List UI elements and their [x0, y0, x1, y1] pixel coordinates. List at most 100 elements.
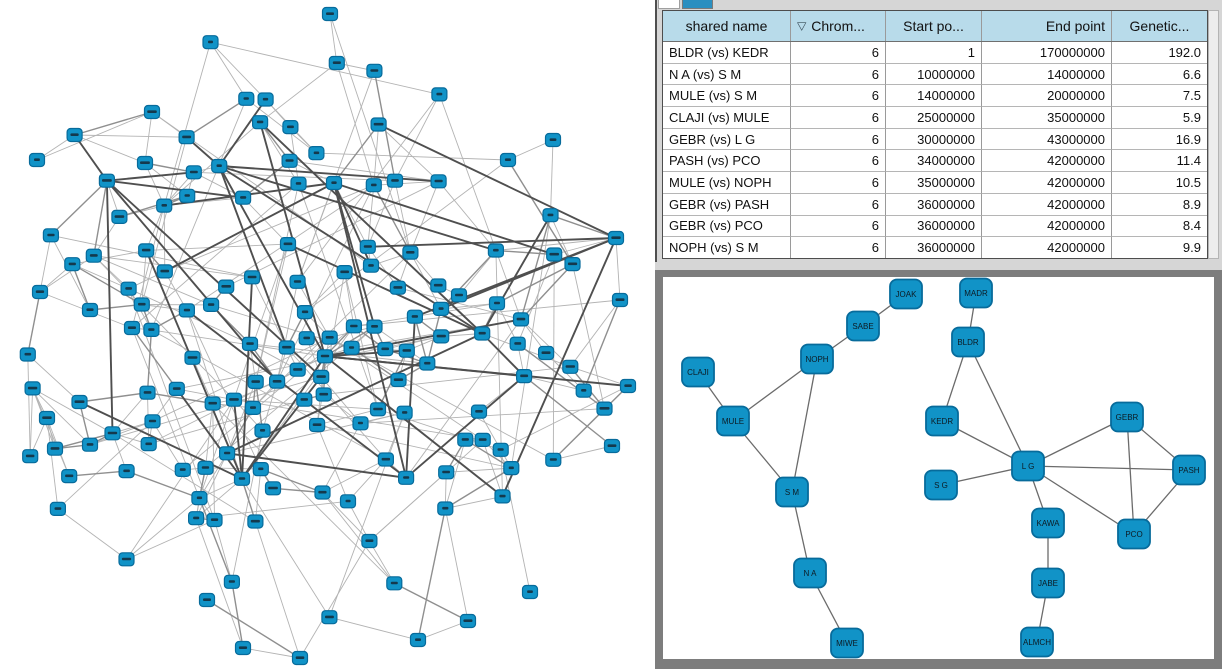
dense-node[interactable]: [503, 461, 520, 476]
node-NOPH[interactable]: NOPH: [800, 343, 834, 375]
dense-node[interactable]: [188, 511, 205, 526]
dense-node[interactable]: [136, 155, 154, 171]
dense-node[interactable]: [64, 257, 81, 272]
dense-node[interactable]: [133, 297, 150, 312]
column-header-chrom---[interactable]: ▽ Chrom...: [791, 11, 886, 41]
dense-node[interactable]: [474, 326, 491, 341]
dense-node[interactable]: [247, 514, 264, 529]
dense-node[interactable]: [474, 432, 491, 447]
dense-node[interactable]: [607, 230, 625, 246]
dense-node[interactable]: [321, 6, 339, 22]
dense-node[interactable]: [118, 464, 135, 479]
dense-node[interactable]: [197, 460, 214, 475]
dense-node[interactable]: [289, 274, 306, 289]
table-cell[interactable]: GEBR (vs) PASH: [663, 193, 791, 216]
dense-node[interactable]: [433, 329, 450, 344]
dense-node[interactable]: [390, 372, 407, 388]
dense-node[interactable]: [244, 270, 261, 285]
dense-node[interactable]: [71, 394, 88, 410]
dense-node[interactable]: [512, 312, 530, 327]
table-cell[interactable]: 42000000: [982, 215, 1112, 238]
dense-node[interactable]: [123, 320, 141, 336]
dense-node[interactable]: [66, 127, 83, 143]
node-SM[interactable]: S M: [775, 476, 809, 508]
table-cell[interactable]: 10000000: [886, 63, 982, 86]
dense-node[interactable]: [28, 152, 46, 168]
dense-node[interactable]: [339, 494, 357, 509]
dense-node[interactable]: [431, 87, 448, 102]
table-cell[interactable]: BLDR (vs) KEDR: [663, 42, 791, 64]
dense-node[interactable]: [366, 63, 383, 78]
dense-node[interactable]: [537, 345, 555, 361]
table-cell[interactable]: 35000000: [886, 172, 982, 194]
node-LG[interactable]: L G: [1011, 450, 1045, 482]
dense-node[interactable]: [296, 392, 313, 407]
dense-node[interactable]: [352, 416, 369, 431]
column-header-start-po---[interactable]: Start po...: [886, 11, 982, 41]
dense-node[interactable]: [492, 442, 509, 457]
dense-node[interactable]: [252, 462, 269, 477]
table-cell[interactable]: 1: [886, 42, 982, 64]
table-row[interactable]: GEBR (vs) L G 6 30000000 43000000 16.9: [663, 128, 1207, 151]
subnetwork-canvas[interactable]: JOAK SABE NOPH CLAJI MULE S M N A MIWE MADR BLDR K…: [655, 270, 1222, 669]
dense-node[interactable]: [31, 284, 49, 300]
dense-node[interactable]: [450, 288, 468, 303]
dense-node[interactable]: [370, 117, 387, 132]
edge-GEBR-PCO[interactable]: [1126, 416, 1135, 535]
table-cell[interactable]: PASH (vs) PCO: [663, 150, 791, 173]
table-cell[interactable]: 6: [791, 237, 886, 258]
table-row[interactable]: GEBR (vs) PCO 6 36000000 42000000 8.4: [663, 215, 1207, 238]
dense-node[interactable]: [321, 610, 338, 625]
dense-node[interactable]: [219, 446, 236, 461]
dense-node[interactable]: [140, 437, 157, 452]
dense-node[interactable]: [202, 35, 219, 50]
dense-node[interactable]: [369, 402, 387, 417]
dense-node[interactable]: [296, 305, 314, 320]
dense-node[interactable]: [291, 650, 309, 666]
table-cell[interactable]: 36000000: [886, 237, 982, 258]
dense-node[interactable]: [398, 470, 415, 485]
table-cell[interactable]: 9.9: [1112, 237, 1207, 258]
dense-node[interactable]: [398, 343, 415, 358]
table-cell[interactable]: CLAJI (vs) MULE: [663, 107, 791, 129]
dense-node[interactable]: [223, 574, 240, 589]
node-MIWE[interactable]: MIWE: [830, 627, 864, 659]
table-cell[interactable]: GEBR (vs) L G: [663, 128, 791, 151]
dense-node[interactable]: [309, 417, 326, 433]
dense-node[interactable]: [366, 319, 383, 334]
node-JABE[interactable]: JABE: [1031, 567, 1065, 599]
table-cell[interactable]: 34000000: [886, 150, 982, 173]
dense-node[interactable]: [365, 178, 382, 193]
dense-node[interactable]: [437, 501, 454, 516]
dense-node[interactable]: [396, 405, 413, 420]
dense-node[interactable]: [85, 248, 102, 263]
dense-node[interactable]: [178, 130, 195, 145]
dense-node[interactable]: [225, 392, 243, 407]
dense-node[interactable]: [345, 319, 362, 334]
table-row[interactable]: MULE (vs) NOPH 6 35000000 42000000 10.5: [663, 172, 1207, 194]
dense-node[interactable]: [457, 432, 474, 447]
table-cell[interactable]: 25000000: [886, 107, 982, 129]
dense-node[interactable]: [402, 245, 419, 260]
table-vertical-scrollbar[interactable]: [1208, 10, 1219, 259]
dense-node[interactable]: [144, 414, 161, 429]
dense-node[interactable]: [19, 347, 36, 362]
table-cell[interactable]: 16.9: [1112, 129, 1207, 151]
dense-node[interactable]: [178, 303, 195, 318]
node-SG[interactable]: S G: [924, 469, 958, 501]
table-cell[interactable]: 6: [791, 42, 886, 64]
dense-node[interactable]: [430, 278, 447, 293]
dense-node[interactable]: [235, 190, 252, 205]
table-cell[interactable]: 43000000: [982, 128, 1112, 151]
table-cell[interactable]: GEBR (vs) PCO: [663, 215, 791, 238]
dense-node[interactable]: [247, 374, 264, 389]
table-cell[interactable]: 36000000: [886, 193, 982, 216]
table-cell[interactable]: 11.4: [1112, 150, 1207, 173]
main-network-panel[interactable]: [0, 0, 655, 669]
table-cell[interactable]: 10.5: [1112, 172, 1207, 194]
dense-node[interactable]: [168, 381, 185, 396]
dense-node[interactable]: [409, 632, 427, 648]
table-cell[interactable]: 6: [791, 107, 886, 129]
dense-node[interactable]: [377, 342, 394, 357]
dense-node[interactable]: [315, 387, 332, 402]
